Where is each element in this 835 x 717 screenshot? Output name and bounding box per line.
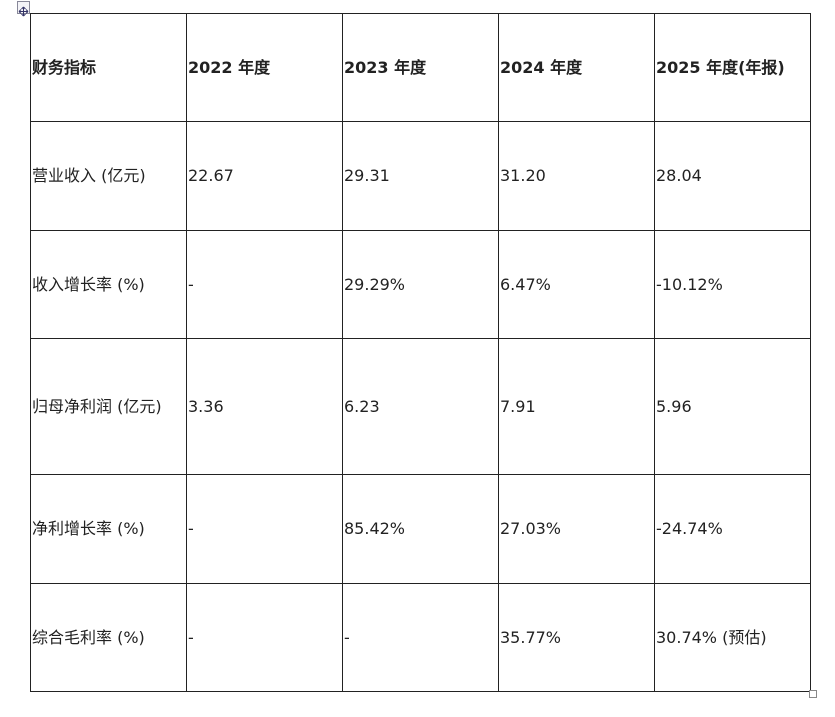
- table-resize-handle[interactable]: [809, 690, 817, 698]
- metric-cell: 营业收入 (亿元): [30, 121, 187, 231]
- financial-table: 财务指标 2022 年度 2023 年度 2024 年度 2025 年度(年报)…: [30, 13, 811, 692]
- value-cell: -: [186, 474, 343, 584]
- value-cell: 7.91: [498, 338, 655, 475]
- value-cell: -24.74%: [654, 474, 811, 584]
- value-cell: 29.31: [342, 121, 499, 231]
- value-cell: 28.04: [654, 121, 811, 231]
- data-row: 营业收入 (亿元) 22.67 29.31 31.20 28.04: [30, 121, 811, 231]
- value-cell: 85.42%: [342, 474, 499, 584]
- value-cell: 35.77%: [498, 583, 655, 692]
- value-cell: -10.12%: [654, 230, 811, 339]
- metric-cell: 综合毛利率 (%): [30, 583, 187, 692]
- data-row: 归母净利润 (亿元) 3.36 6.23 7.91 5.96: [30, 338, 811, 475]
- data-row: 收入增长率 (%) -29.29% 6.47% -10.12%: [30, 230, 811, 339]
- header-cell: 2024 年度: [498, 13, 655, 122]
- header-cell: 财务指标: [30, 13, 187, 122]
- value-cell: 31.20: [498, 121, 655, 231]
- header-cell: 2025 年度(年报): [654, 13, 811, 122]
- header-row: 财务指标 2022 年度 2023 年度 2024 年度 2025 年度(年报): [30, 13, 811, 122]
- header-cell: 2022 年度: [186, 13, 343, 122]
- metric-cell: 收入增长率 (%): [30, 230, 187, 339]
- value-cell: 6.47%: [498, 230, 655, 339]
- move-icon: [18, 6, 29, 17]
- value-cell: 22.67: [186, 121, 343, 231]
- value-cell: 3.36: [186, 338, 343, 475]
- value-cell: 6.23: [342, 338, 499, 475]
- value-cell: -: [342, 583, 499, 692]
- value-cell: -: [186, 583, 343, 692]
- metric-cell: 净利增长率 (%): [30, 474, 187, 584]
- metric-cell: 归母净利润 (亿元): [30, 338, 187, 475]
- header-cell: 2023 年度: [342, 13, 499, 122]
- data-row: 综合毛利率 (%) - -35.77% 30.74% (预估): [30, 583, 811, 692]
- value-cell: 30.74% (预估): [654, 583, 811, 692]
- data-row: 净利增长率 (%) -85.42% 27.03% -24.74%: [30, 474, 811, 584]
- value-cell: 27.03%: [498, 474, 655, 584]
- value-cell: 5.96: [654, 338, 811, 475]
- value-cell: 29.29%: [342, 230, 499, 339]
- table-move-handle[interactable]: [17, 1, 30, 17]
- value-cell: -: [186, 230, 343, 339]
